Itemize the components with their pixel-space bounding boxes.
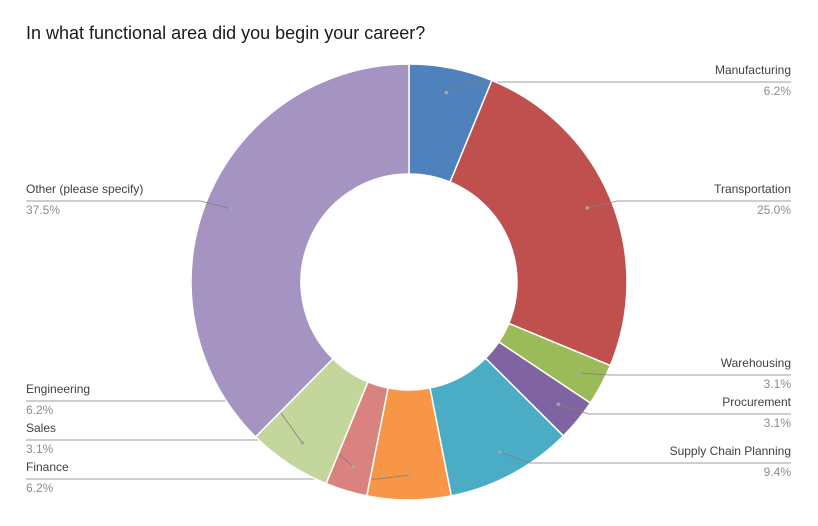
slice-value: 6.2% bbox=[764, 84, 792, 98]
slice-label: Engineering bbox=[26, 382, 90, 396]
leader-dot bbox=[228, 206, 233, 211]
leader-dot bbox=[351, 464, 356, 469]
slice-label: Other (please specify) bbox=[26, 182, 143, 196]
leader-line bbox=[499, 451, 791, 464]
slice-label: Transportation bbox=[714, 182, 791, 196]
leader-line bbox=[558, 403, 791, 415]
slice-value: 25.0% bbox=[757, 203, 791, 217]
slice-label: Finance bbox=[26, 460, 69, 474]
slice-label: Sales bbox=[26, 421, 56, 435]
leader-line bbox=[26, 474, 410, 480]
slice-value: 6.2% bbox=[26, 403, 54, 417]
slice-label: Warehousing bbox=[721, 356, 791, 370]
slice-value: 37.5% bbox=[26, 203, 60, 217]
leader-dot bbox=[300, 441, 305, 445]
leader-dot bbox=[585, 206, 590, 210]
leader-line bbox=[579, 372, 791, 376]
slice-value: 3.1% bbox=[764, 377, 792, 391]
leader-dot bbox=[498, 450, 502, 454]
leader-dot bbox=[444, 90, 449, 95]
leader-line bbox=[26, 200, 231, 209]
leader-line bbox=[587, 200, 791, 209]
slice-label: Manufacturing bbox=[715, 63, 791, 77]
slice-label: Supply Chain Planning bbox=[670, 444, 791, 458]
slice-value: 6.2% bbox=[26, 481, 54, 495]
slice-label: Procurement bbox=[722, 395, 791, 409]
slice-value: 3.1% bbox=[764, 416, 792, 430]
slice-value: 9.4% bbox=[764, 465, 792, 479]
leader-dot bbox=[407, 473, 411, 477]
leader-line bbox=[446, 81, 791, 94]
slice bbox=[190, 63, 410, 438]
leader-dot bbox=[577, 371, 581, 375]
slice bbox=[449, 79, 628, 367]
chart-title: In what functional area did you begin yo… bbox=[26, 23, 425, 43]
slice-value: 3.1% bbox=[26, 442, 54, 456]
leader-dot bbox=[556, 402, 561, 407]
